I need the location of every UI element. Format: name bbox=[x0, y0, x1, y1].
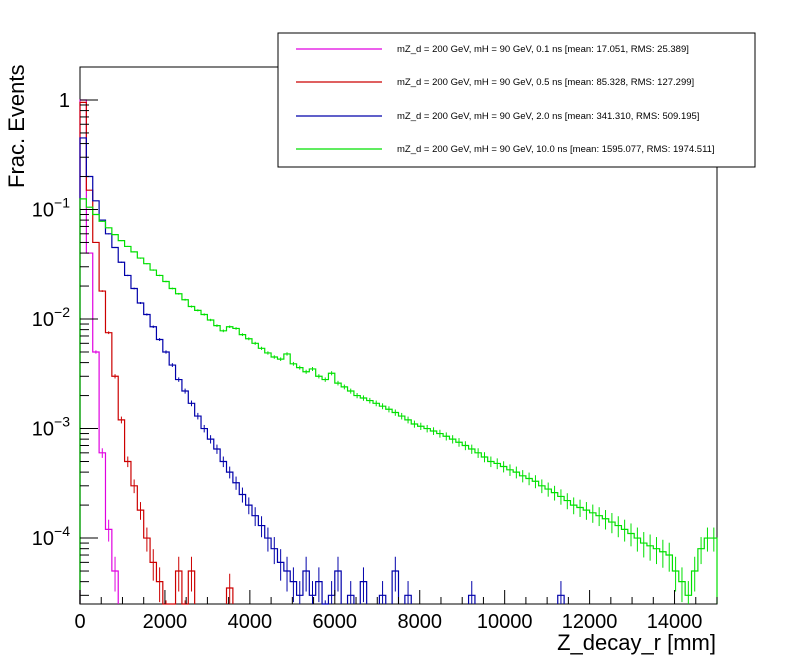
y-tick-base: 10 bbox=[32, 199, 54, 221]
y-tick-base: 1 bbox=[59, 90, 70, 112]
y-axis-title: Frac. Events bbox=[4, 65, 29, 188]
x-tick-label: 14000 bbox=[647, 611, 703, 633]
legend-entries: mZ_d = 200 GeV, mH = 90 GeV, 0.1 ns [mea… bbox=[296, 44, 715, 155]
x-axis-ticks: 0 2000 4000 6000 8000 10000 12000 14000 bbox=[74, 590, 718, 633]
series-line bbox=[79, 198, 718, 604]
legend-label: mZ_d = 200 GeV, mH = 90 GeV, 0.5 ns [mea… bbox=[397, 77, 694, 88]
x-tick-label: 4000 bbox=[228, 611, 273, 633]
plot-area: 0 2000 4000 6000 8000 10000 12000 14000 110−110… bbox=[32, 66, 718, 633]
y-tick-exponent: −3 bbox=[54, 414, 70, 430]
y-tick-base: 10 bbox=[32, 419, 54, 441]
x-tick-label: 10000 bbox=[477, 611, 533, 633]
series-layer bbox=[79, 99, 718, 605]
legend-label: mZ_d = 200 GeV, mH = 90 GeV, 10.0 ns [me… bbox=[397, 144, 715, 155]
x-tick-label: 8000 bbox=[397, 611, 442, 633]
y-tick-label: 10−2 bbox=[32, 304, 70, 331]
legend-label: mZ_d = 200 GeV, mH = 90 GeV, 2.0 ns [mea… bbox=[397, 111, 699, 122]
series-line bbox=[79, 137, 565, 605]
legend-label: mZ_d = 200 GeV, mH = 90 GeV, 0.1 ns [mea… bbox=[397, 44, 689, 55]
x-tick-label: 6000 bbox=[313, 611, 358, 633]
y-tick-label: 10−1 bbox=[32, 194, 70, 221]
y-tick-base: 10 bbox=[32, 528, 54, 550]
series-1 bbox=[79, 101, 234, 605]
y-tick-label: 1 bbox=[59, 90, 70, 112]
x-axis-title: Z_decay_r [mm] bbox=[557, 630, 716, 655]
legend-box bbox=[277, 32, 756, 168]
y-tick-base: 10 bbox=[32, 309, 54, 331]
series-3 bbox=[79, 198, 718, 604]
y-tick-exponent: −4 bbox=[54, 523, 70, 539]
x-tick-label: 0 bbox=[74, 611, 85, 633]
series-line bbox=[79, 101, 234, 605]
x-tick-label: 12000 bbox=[562, 611, 618, 633]
series-2 bbox=[79, 137, 565, 605]
y-axis-ticks: 110−110−210−310−4 bbox=[32, 66, 98, 596]
legend: mZ_d = 200 GeV, mH = 90 GeV, 0.1 ns [mea… bbox=[277, 32, 756, 168]
x-tick-label: 2000 bbox=[143, 611, 188, 633]
y-tick-label: 10−4 bbox=[32, 523, 70, 550]
y-tick-label: 10−3 bbox=[32, 414, 70, 441]
y-tick-exponent: −2 bbox=[54, 304, 70, 320]
y-tick-exponent: −1 bbox=[54, 194, 70, 210]
